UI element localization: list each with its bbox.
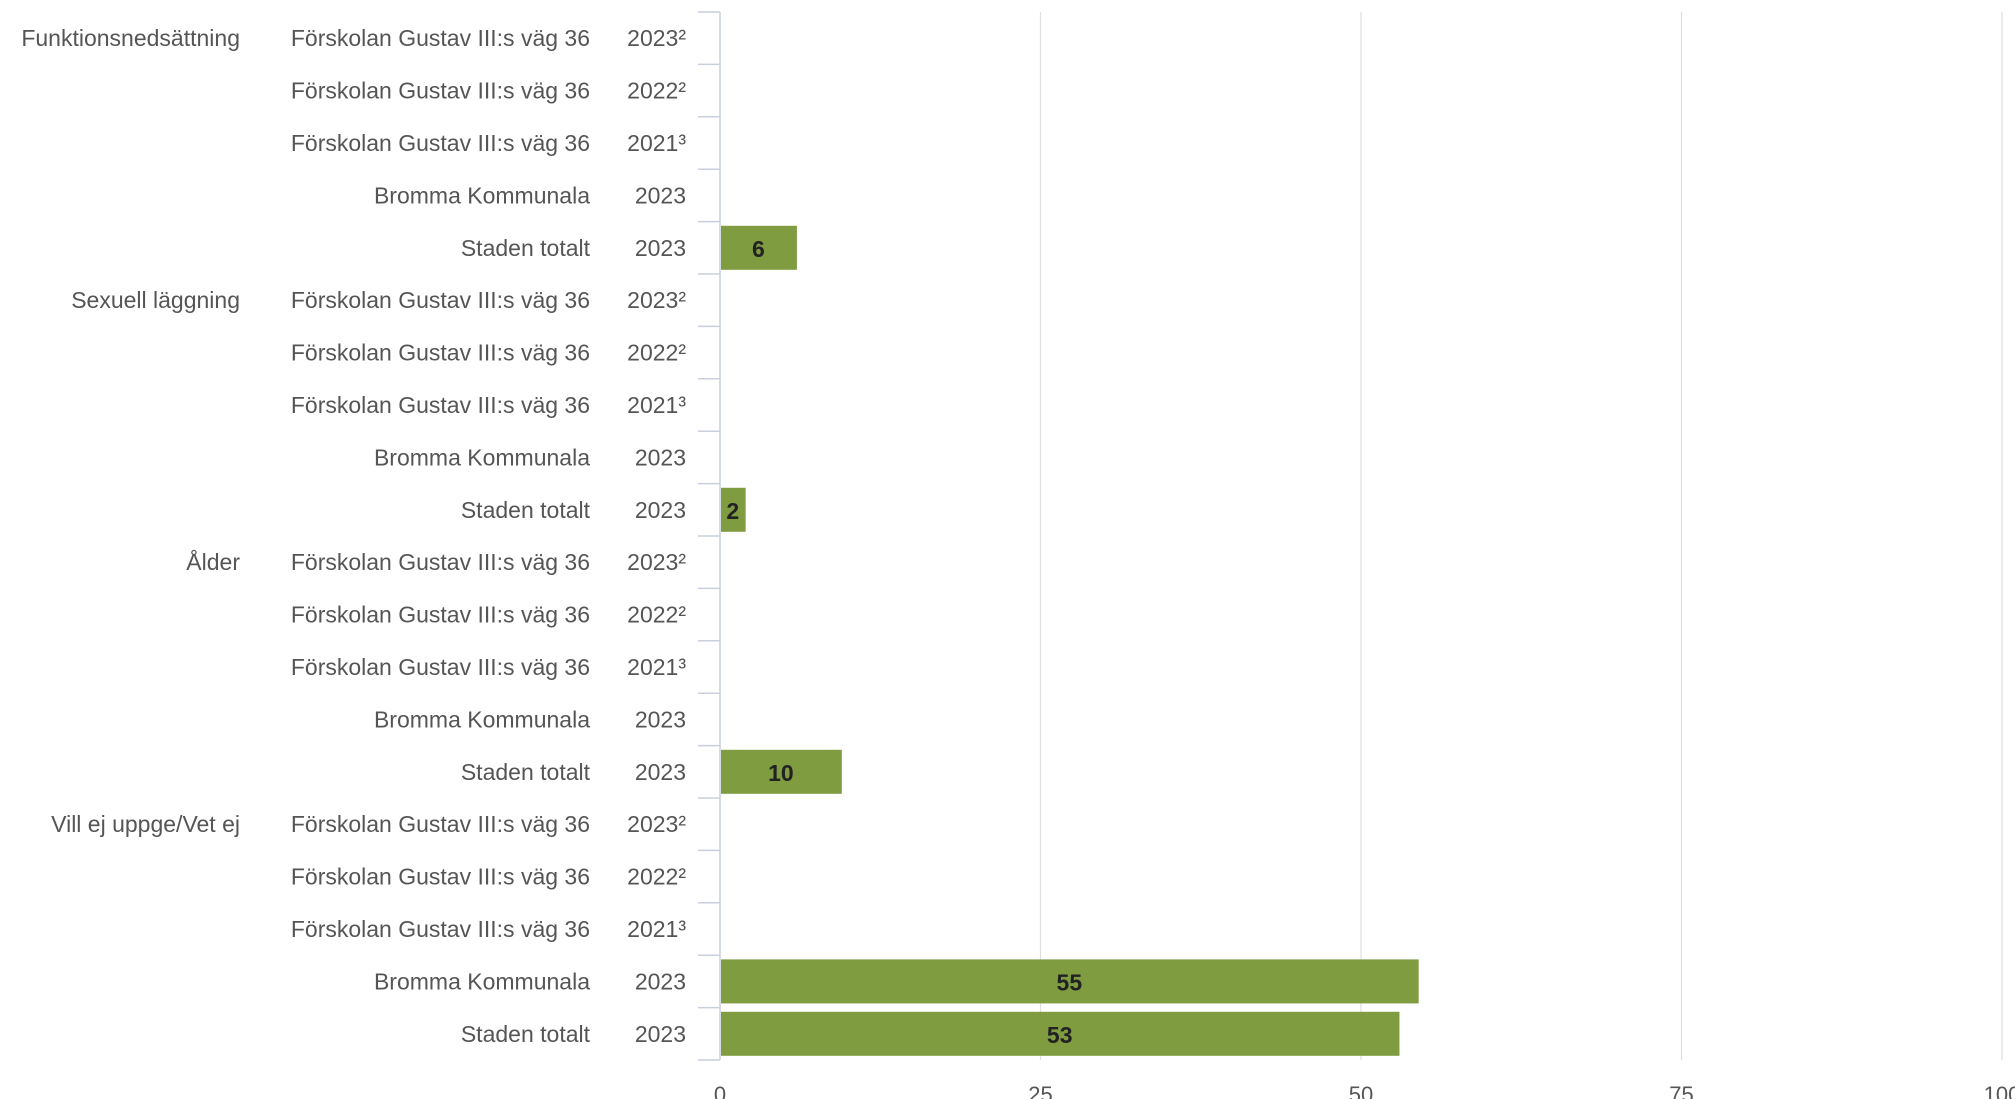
bar <box>721 487 746 532</box>
entity-label: Staden totalt <box>461 1021 591 1047</box>
entity-label: Förskolan Gustav III:s väg 36 <box>291 25 590 51</box>
bar <box>721 749 842 794</box>
data-label: 10 <box>768 760 794 786</box>
group-label: Funktionsnedsättning <box>21 25 240 51</box>
year-label: 2021³ <box>627 654 686 680</box>
year-label: 2023² <box>627 287 686 313</box>
entity-label: Förskolan Gustav III:s väg 36 <box>291 654 590 680</box>
year-label: 2023² <box>627 549 686 575</box>
year-label: 2023 <box>635 235 686 261</box>
data-label: 55 <box>1057 969 1083 995</box>
year-label: 2022² <box>627 864 686 890</box>
x-tick-label: 25 <box>1028 1082 1052 1099</box>
year-label: 2023 <box>635 1021 686 1047</box>
entity-label: Bromma Kommunala <box>374 706 590 732</box>
entity-label: Förskolan Gustav III:s väg 36 <box>291 130 590 156</box>
bar <box>721 1011 1400 1056</box>
entity-label: Staden totalt <box>461 235 591 261</box>
entity-label: Förskolan Gustav III:s väg 36 <box>291 602 590 628</box>
entity-label: Bromma Kommunala <box>374 968 590 994</box>
year-label: 2023 <box>635 706 686 732</box>
year-label: 2023 <box>635 759 686 785</box>
year-label: 2021³ <box>627 916 686 942</box>
year-label: 2022² <box>627 602 686 628</box>
x-tick-label: 75 <box>1669 1082 1693 1099</box>
year-label: 2021³ <box>627 392 686 418</box>
entity-label: Förskolan Gustav III:s väg 36 <box>291 78 590 104</box>
group-label: Ålder <box>186 548 240 575</box>
x-tick-label: 0 <box>714 1082 726 1099</box>
data-label: 6 <box>752 236 765 262</box>
year-label: 2022² <box>627 78 686 104</box>
entity-label: Bromma Kommunala <box>374 444 590 470</box>
data-label: 53 <box>1047 1022 1073 1048</box>
entity-label: Staden totalt <box>461 759 591 785</box>
year-label: 2023² <box>627 811 686 837</box>
bar <box>721 225 797 270</box>
entity-label: Förskolan Gustav III:s väg 36 <box>291 287 590 313</box>
year-label: 2023 <box>635 497 686 523</box>
entity-label: Bromma Kommunala <box>374 182 590 208</box>
year-label: 2023 <box>635 968 686 994</box>
entity-label: Förskolan Gustav III:s väg 36 <box>291 340 590 366</box>
entity-label: Förskolan Gustav III:s väg 36 <box>291 549 590 575</box>
entity-label: Förskolan Gustav III:s väg 36 <box>291 392 590 418</box>
entity-label: Förskolan Gustav III:s väg 36 <box>291 811 590 837</box>
data-label: 2 <box>726 498 739 524</box>
year-label: 2022² <box>627 340 686 366</box>
year-label: 2023 <box>635 182 686 208</box>
entity-label: Staden totalt <box>461 497 591 523</box>
entity-label: Förskolan Gustav III:s väg 36 <box>291 916 590 942</box>
year-label: 2023 <box>635 444 686 470</box>
bar <box>721 959 1419 1004</box>
x-tick-label: 100 <box>1984 1082 2015 1099</box>
x-tick-label: 50 <box>1349 1082 1373 1099</box>
year-label: 2023² <box>627 25 686 51</box>
year-label: 2021³ <box>627 130 686 156</box>
group-label: Sexuell läggning <box>71 287 240 313</box>
group-label: Vill ej uppge/Vet ej <box>51 811 240 837</box>
entity-label: Förskolan Gustav III:s väg 36 <box>291 864 590 890</box>
